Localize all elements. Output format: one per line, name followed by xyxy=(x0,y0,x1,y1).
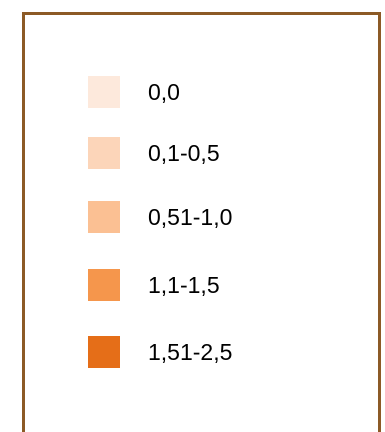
legend-label-2: 0,51-1,0 xyxy=(148,204,233,230)
legend-panel xyxy=(22,12,381,432)
legend-swatch-4 xyxy=(88,336,120,368)
legend-item-3: 1,1-1,5 xyxy=(88,269,220,301)
legend-item-1: 0,1-0,5 xyxy=(88,137,220,169)
legend-item-4: 1,51-2,5 xyxy=(88,336,232,368)
legend-swatch-1 xyxy=(88,137,120,169)
legend-item-0: 0,0 xyxy=(88,76,180,108)
legend-item-2: 0,51-1,0 xyxy=(88,201,232,233)
legend-label-1: 0,1-0,5 xyxy=(148,140,220,166)
legend-label-4: 1,51-2,5 xyxy=(148,339,233,365)
legend-swatch-0 xyxy=(88,76,120,108)
legend-label-3: 1,1-1,5 xyxy=(148,272,220,298)
legend-swatch-2 xyxy=(88,201,120,233)
legend-swatch-3 xyxy=(88,269,120,301)
legend-label-0: 0,0 xyxy=(148,79,180,105)
